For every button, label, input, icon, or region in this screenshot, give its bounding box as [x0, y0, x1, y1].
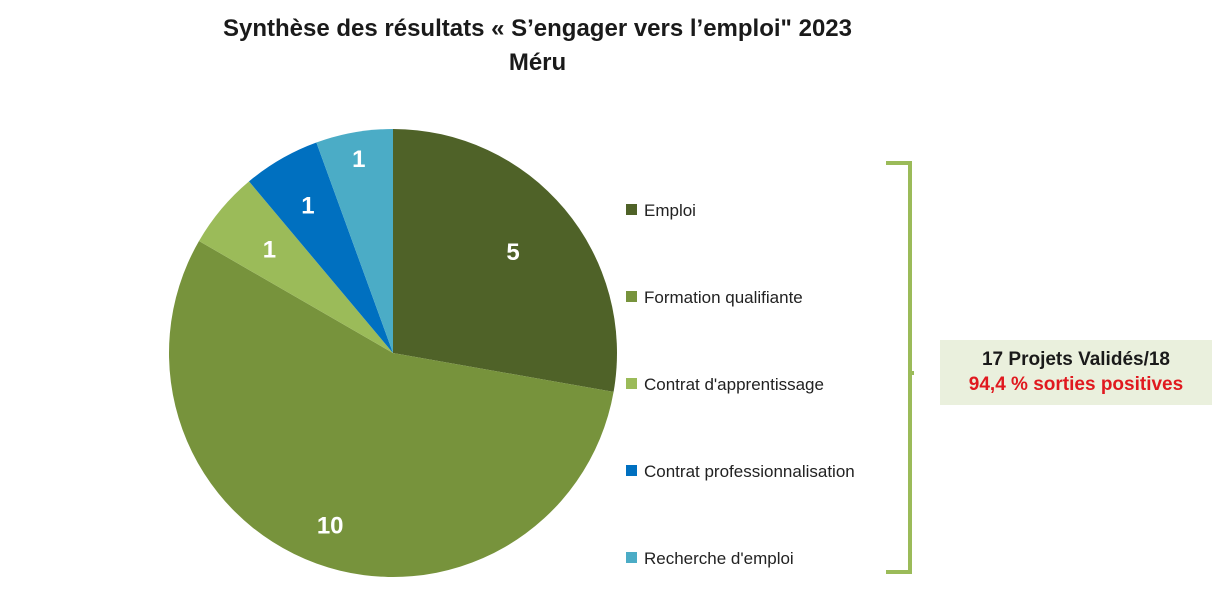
chart-subtitle: Méru: [508, 49, 567, 76]
summary-positive-exits: 94,4 % sorties positives: [968, 374, 1184, 395]
legend-label: Contrat professionnalisation: [644, 462, 855, 481]
legend-item-formation-qualifiante: Formation qualifiante: [626, 287, 803, 309]
pie-data-label: 1: [301, 193, 314, 220]
legend-swatch: [626, 465, 637, 476]
legend-label: Emploi: [644, 201, 696, 220]
pie-slice-contrat-professionnalisation: [249, 142, 393, 353]
pie-data-label: 1: [263, 236, 276, 263]
pie-data-label: 10: [317, 513, 344, 540]
legend-item-recherche-emploi: Recherche d'emploi: [626, 548, 794, 570]
legend-item-contrat-professionnalisation: Contrat professionnalisation: [626, 461, 855, 483]
bracket-line: [886, 161, 914, 574]
pie-slice-formation-qualifiante: [168, 241, 614, 577]
summary-box: 17 Projets Validés/18 94,4 % sorties pos…: [940, 340, 1212, 405]
legend-item-contrat-apprentissage: Contrat d'apprentissage: [626, 374, 824, 396]
legend-swatch: [626, 378, 637, 389]
summary-bracket: [886, 161, 914, 574]
summary-validated-projects: 17 Projets Validés/18: [981, 349, 1170, 370]
pie-data-label: 5: [506, 239, 519, 266]
legend-swatch: [626, 291, 637, 302]
legend-item-emploi: Emploi: [626, 200, 696, 222]
legend-label: Contrat d'apprentissage: [644, 375, 824, 394]
chart-title: Synthèse des résultats « S’engager vers …: [222, 15, 852, 42]
legend-label: Formation qualifiante: [644, 288, 803, 307]
legend-swatch: [626, 552, 637, 563]
legend-swatch: [626, 204, 637, 215]
pie-slice-recherche-d-emploi: [316, 129, 393, 353]
pie-data-label: 1: [352, 146, 365, 173]
pie-slice-contrat-d-apprentissage: [199, 181, 393, 353]
pie-slice-emploi: [393, 129, 617, 392]
legend-label: Recherche d'emploi: [644, 549, 794, 568]
